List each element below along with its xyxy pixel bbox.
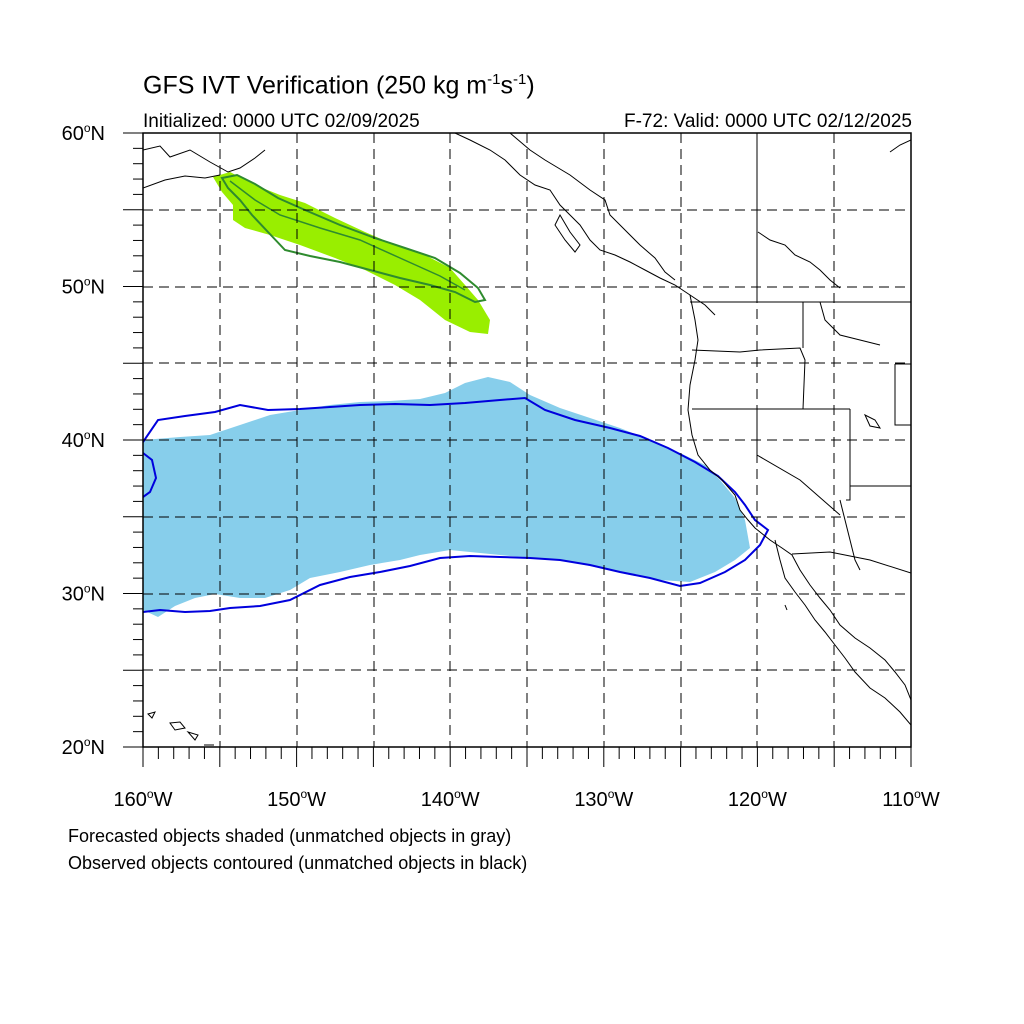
coastlines: [143, 133, 911, 746]
lat-tick-label: 30oN: [62, 582, 105, 606]
lat-tick-label: 50oN: [62, 275, 105, 299]
lon-tick-label: 160oW: [114, 787, 173, 811]
observed-object-south: [143, 396, 770, 614]
lon-tick-label: 140oW: [421, 787, 480, 811]
initialized-time: Initialized: 0000 UTC 02/09/2025: [143, 111, 420, 132]
observed-object-south-edge: [143, 452, 158, 498]
lon-tick-label: 110oW: [882, 787, 940, 811]
chart-title: GFS IVT Verification (250 kg m-1s-1): [143, 71, 535, 100]
observed-object-north-axis: [229, 180, 466, 291]
lat-tick-label: 20oN: [62, 735, 105, 759]
lon-tick-label: 150oW: [267, 787, 326, 811]
forecast-note: Forecasted objects shaded (unmatched obj…: [68, 826, 512, 846]
forecast-object-north: [213, 172, 490, 334]
observed-note: Observed objects contoured (unmatched ob…: [68, 853, 528, 873]
lat-tick-label: 40oN: [62, 428, 105, 452]
lon-tick-label: 120oW: [728, 787, 787, 811]
forecast-object-south: [143, 377, 750, 617]
valid-time: F-72: Valid: 0000 UTC 02/12/2025: [624, 111, 912, 132]
axis-tick-labels: 60oN 50oN 40oN 30oN 20oN 160oW 150oW 140oW 130oW…: [62, 121, 940, 811]
axis-ticks: [123, 132, 912, 767]
lon-tick-label: 130oW: [574, 787, 633, 811]
lat-tick-label: 60oN: [62, 121, 105, 145]
lat-lon-grid: [143, 133, 911, 747]
